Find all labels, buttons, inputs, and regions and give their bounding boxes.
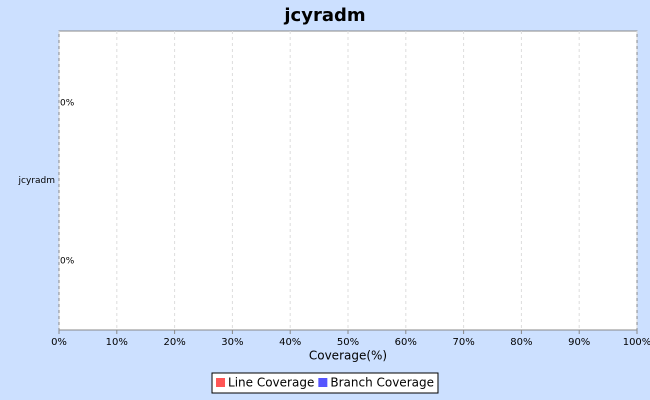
x-tick-label: 0%: [51, 337, 67, 348]
value-label: 0%: [60, 257, 75, 267]
x-tick-label: 90%: [568, 337, 590, 348]
x-tick-label: 70%: [452, 337, 474, 348]
x-tick-label: 80%: [510, 337, 532, 348]
legend-swatch: [318, 378, 328, 387]
x-tick-label: 20%: [163, 337, 185, 348]
x-tick-label: 60%: [395, 337, 417, 348]
x-axis-label: Coverage(%): [309, 349, 387, 363]
x-tick-label: 50%: [337, 337, 359, 348]
x-tick-label: 10%: [106, 337, 128, 348]
legend-swatch: [216, 378, 226, 387]
legend-label: Branch Coverage: [330, 376, 434, 390]
x-tick-label: 40%: [279, 337, 301, 348]
chart-title: jcyradm: [283, 5, 365, 26]
legend-label: Line Coverage: [228, 376, 314, 390]
y-tick-label: jcyradm: [18, 176, 55, 186]
x-tick-label: 100%: [623, 337, 650, 348]
value-label: 0%: [60, 98, 75, 108]
x-tick-label: 30%: [221, 337, 243, 348]
